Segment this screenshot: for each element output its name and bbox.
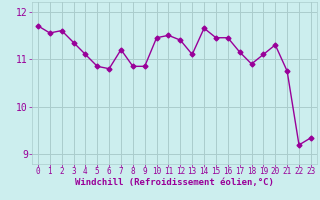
X-axis label: Windchill (Refroidissement éolien,°C): Windchill (Refroidissement éolien,°C) bbox=[75, 178, 274, 187]
